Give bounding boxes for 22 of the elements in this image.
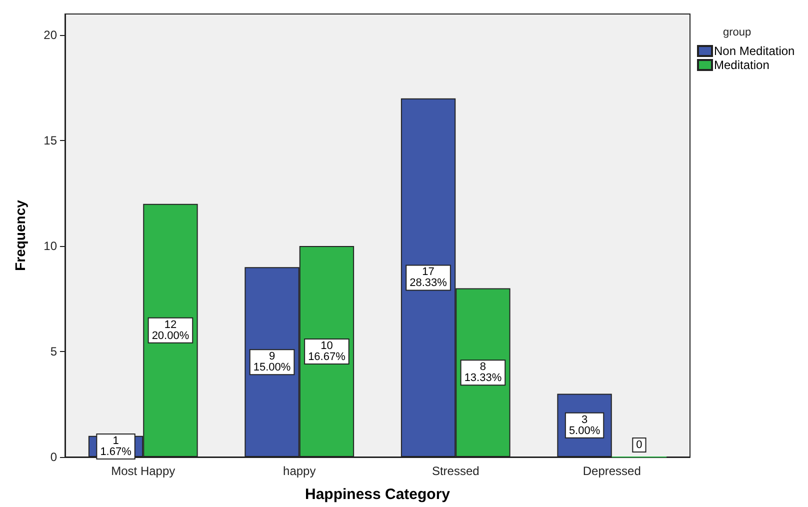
x-axis-title: Happiness Category [304,486,451,503]
y-tick-label: 20 [44,28,58,42]
data-label: 17 28.33% [410,266,448,290]
data-label: 9 15.00% [253,350,291,374]
data-label: 0 [636,439,642,451]
y-tick-label: 10 [44,239,58,254]
data-label: 3 5.00% [568,414,600,437]
x-tick-label: happy [283,464,316,478]
legend-label: Non Meditation [714,44,795,58]
x-tick-label: Most Happy [111,464,176,478]
data-label: 12 20.00% [152,318,190,342]
x-tick-label: Depressed [582,464,641,478]
data-label: 1 1.67% [100,434,132,458]
y-tick-label: 15 [44,134,58,148]
y-tick-label: 5 [50,344,58,359]
data-label: 8 13.33% [464,361,502,384]
y-axis-title: Frequency [12,200,28,271]
legend-title: group [723,26,752,38]
y-tick-label: 0 [50,450,58,464]
x-tick-label: Stressed [432,464,480,478]
data-label: 10 16.67% [308,340,346,364]
legend-label: Meditation [714,58,770,72]
